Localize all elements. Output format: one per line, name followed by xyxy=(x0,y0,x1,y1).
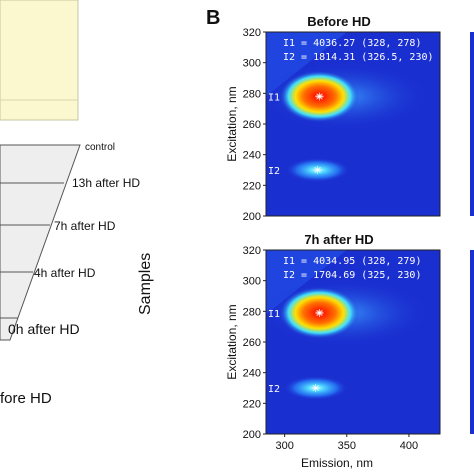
neighbor-panel-edge xyxy=(470,32,474,216)
y-tick-label: 280 xyxy=(243,88,261,100)
row-label-7h: 7h after HD xyxy=(54,219,116,233)
chart-title: 7h after HD xyxy=(304,232,373,247)
y-tick-label: 320 xyxy=(243,245,261,257)
peak-annotation-2: I2 = 1704.69 (325, 230) xyxy=(283,270,421,281)
heatmap-chart-1: 7h after HD ✳ I1 ✳ I2 I1 = 4034.95 (328, 279)… xyxy=(225,232,474,470)
y-tick-label: 200 xyxy=(243,429,261,441)
heatmap-chart-0: Before HD ✳ I1 ✳ I2 I1 = 4036.27 (328, 278) I2… xyxy=(225,14,474,223)
neighbor-panel-edge xyxy=(470,250,474,434)
y-tick-label: 260 xyxy=(243,337,261,349)
y-tick-label: 220 xyxy=(243,398,261,410)
row-label-control: control xyxy=(85,142,115,153)
peak-i1-spot xyxy=(279,70,360,123)
peak-label-i1: I1 xyxy=(268,92,280,103)
peak-i2-spot xyxy=(283,376,348,400)
x-tick-label: 300 xyxy=(275,440,293,452)
y-tick-label: 220 xyxy=(243,180,261,192)
y-tick-label: 280 xyxy=(243,306,261,318)
peak-marker-i2: ✳ xyxy=(313,165,322,177)
y-axis-label: Excitation, nm xyxy=(225,304,239,379)
peak-annotation-2: I2 = 1814.31 (326.5, 230) xyxy=(283,52,434,63)
peak-annotation-1: I1 = 4034.95 (328, 279) xyxy=(283,256,421,267)
panel-a-funnel xyxy=(0,144,81,341)
panel-b-letter: B xyxy=(206,7,220,29)
peak-marker-i2: ✳ xyxy=(311,383,320,395)
peak-marker-i1: ✳ xyxy=(315,308,324,320)
plot-area xyxy=(266,32,440,216)
peak-marker-i1: ✳ xyxy=(315,91,324,103)
y-tick-label: 300 xyxy=(243,276,261,288)
peak-label-i2: I2 xyxy=(268,384,280,395)
y-tick-label: 200 xyxy=(243,211,261,223)
x-axis-label: Emission, nm xyxy=(301,456,373,470)
row-label-before: fore HD xyxy=(0,390,52,407)
panel-a: control 13h after HD 7h after HD 4h afte… xyxy=(0,0,154,407)
x-tick-label: 400 xyxy=(400,440,418,452)
peak-label-i1: I1 xyxy=(268,309,280,320)
peak-i2-spot xyxy=(285,158,350,182)
row-label-0h: 0h after HD xyxy=(8,321,80,337)
y-tick-label: 240 xyxy=(243,368,261,380)
row-label-4h: 4h after HD xyxy=(34,266,96,280)
peak-label-i2: I2 xyxy=(268,166,280,177)
y-tick-label: 320 xyxy=(243,27,261,39)
y-tick-label: 240 xyxy=(243,150,261,162)
x-tick-label: 350 xyxy=(338,440,356,452)
peak-annotation-1: I1 = 4036.27 (328, 278) xyxy=(283,38,421,49)
plot-area xyxy=(266,250,440,434)
y-axis-label: Excitation, nm xyxy=(225,86,239,161)
row-label-13h: 13h after HD xyxy=(72,176,140,190)
y-tick-label: 300 xyxy=(243,58,261,70)
samples-axis-label: Samples xyxy=(137,253,154,315)
chart-title: Before HD xyxy=(307,14,371,29)
peak-i1-spot xyxy=(279,286,360,339)
y-tick-label: 260 xyxy=(243,119,261,131)
